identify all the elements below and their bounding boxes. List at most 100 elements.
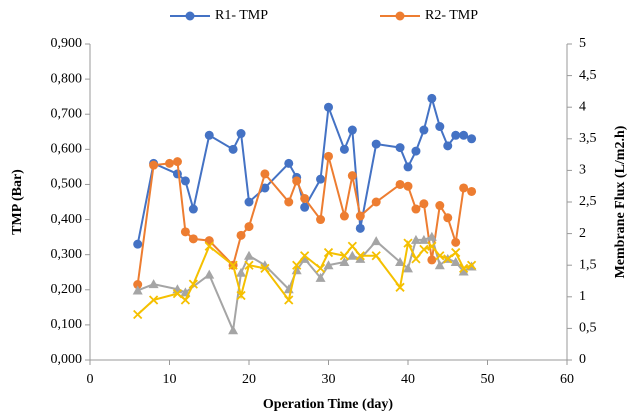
y-tick-label: 0,600 bbox=[51, 142, 83, 157]
data-point bbox=[228, 325, 239, 335]
legend-label: R1- TMP bbox=[215, 8, 268, 23]
data-point bbox=[133, 309, 143, 320]
data-point bbox=[324, 102, 333, 112]
data-point bbox=[459, 130, 469, 140]
y2-tick-label: 3,5 bbox=[579, 131, 597, 146]
data-point bbox=[339, 144, 349, 154]
data-point bbox=[188, 204, 198, 214]
data-point bbox=[450, 257, 461, 267]
data-point bbox=[284, 197, 294, 207]
data-point bbox=[180, 227, 190, 237]
y-tick-label: 0,300 bbox=[51, 247, 83, 262]
data-point bbox=[172, 157, 182, 167]
data-point bbox=[236, 290, 246, 301]
data-point bbox=[371, 236, 382, 246]
data-point bbox=[236, 129, 246, 139]
data-point bbox=[172, 169, 182, 179]
data-point bbox=[236, 267, 247, 277]
legend-marker bbox=[185, 11, 195, 21]
data-point bbox=[260, 169, 270, 179]
data-point bbox=[371, 251, 381, 261]
data-point bbox=[371, 139, 381, 149]
y2-tick-label: 0 bbox=[579, 352, 586, 367]
x-tick-label: 0 bbox=[87, 372, 94, 387]
data-point bbox=[339, 211, 349, 221]
data-point bbox=[228, 144, 238, 154]
data-point bbox=[172, 289, 183, 299]
x-tick-label: 30 bbox=[322, 372, 336, 387]
data-point bbox=[323, 260, 334, 270]
data-point bbox=[260, 183, 270, 193]
data-point bbox=[395, 257, 406, 267]
y-tick-label: 0,400 bbox=[51, 212, 83, 227]
data-point bbox=[260, 263, 270, 273]
y2-tick-label: 4 bbox=[579, 99, 586, 114]
data-point bbox=[204, 130, 214, 140]
data-point bbox=[403, 263, 413, 273]
data-point bbox=[467, 186, 477, 196]
data-point bbox=[467, 134, 477, 144]
data-point bbox=[180, 176, 190, 186]
data-point bbox=[403, 162, 413, 172]
data-point bbox=[411, 204, 421, 214]
data-point bbox=[347, 125, 357, 135]
series-line bbox=[136, 156, 473, 285]
data-point bbox=[284, 158, 294, 168]
data-point bbox=[451, 237, 461, 247]
x-tick-label: 20 bbox=[242, 372, 256, 387]
data-point bbox=[133, 280, 143, 290]
x-tick-label: 10 bbox=[163, 372, 177, 387]
data-point bbox=[403, 181, 413, 191]
x-tick-label: 50 bbox=[481, 372, 495, 387]
data-point bbox=[427, 241, 437, 251]
data-point bbox=[292, 176, 302, 186]
x-tick-label: 60 bbox=[560, 372, 574, 387]
y2-axis-title: Membrane Flux (L/m2.h) bbox=[613, 125, 628, 278]
data-point bbox=[435, 251, 445, 261]
data-point bbox=[443, 254, 453, 264]
x-axis-title: Operation Time (day) bbox=[263, 397, 393, 412]
data-point bbox=[347, 171, 357, 181]
data-point bbox=[434, 260, 445, 270]
data-point bbox=[300, 251, 310, 261]
series-line bbox=[137, 239, 472, 316]
data-point bbox=[411, 146, 421, 156]
legend-label: R2- TMP bbox=[425, 8, 478, 23]
data-point bbox=[244, 250, 254, 260]
y2-tick-label: 3 bbox=[579, 163, 586, 178]
data-point bbox=[133, 239, 143, 249]
data-point bbox=[355, 211, 365, 221]
y-tick-label: 0,200 bbox=[51, 282, 83, 297]
data-point bbox=[149, 160, 159, 170]
data-point bbox=[315, 272, 326, 282]
x-tick-label: 40 bbox=[401, 372, 415, 387]
data-point bbox=[323, 247, 334, 258]
data-point bbox=[466, 260, 477, 270]
data-point bbox=[419, 125, 429, 135]
data-point bbox=[395, 179, 405, 189]
y-tick-label: 0,100 bbox=[51, 317, 83, 332]
y2-tick-label: 2 bbox=[579, 226, 586, 241]
y-tick-label: 0,900 bbox=[51, 36, 83, 51]
data-point bbox=[371, 197, 381, 207]
data-point bbox=[292, 260, 302, 270]
data-point bbox=[180, 295, 191, 305]
y-axis-title: TMP (Bar) bbox=[10, 169, 25, 235]
data-point bbox=[355, 251, 365, 261]
data-point bbox=[316, 174, 326, 184]
data-point bbox=[188, 234, 198, 244]
data-point bbox=[315, 263, 326, 273]
y-tick-label: 0,000 bbox=[51, 352, 83, 367]
data-point bbox=[443, 213, 453, 223]
data-point bbox=[443, 141, 453, 151]
y-tick-label: 0,500 bbox=[51, 177, 83, 192]
data-point bbox=[451, 247, 461, 258]
data-point bbox=[204, 241, 214, 251]
data-point bbox=[419, 199, 429, 209]
y-tick-label: 0,800 bbox=[51, 71, 83, 86]
data-point bbox=[299, 253, 310, 263]
data-point bbox=[419, 244, 429, 255]
data-point bbox=[459, 183, 469, 193]
data-point bbox=[355, 223, 365, 233]
